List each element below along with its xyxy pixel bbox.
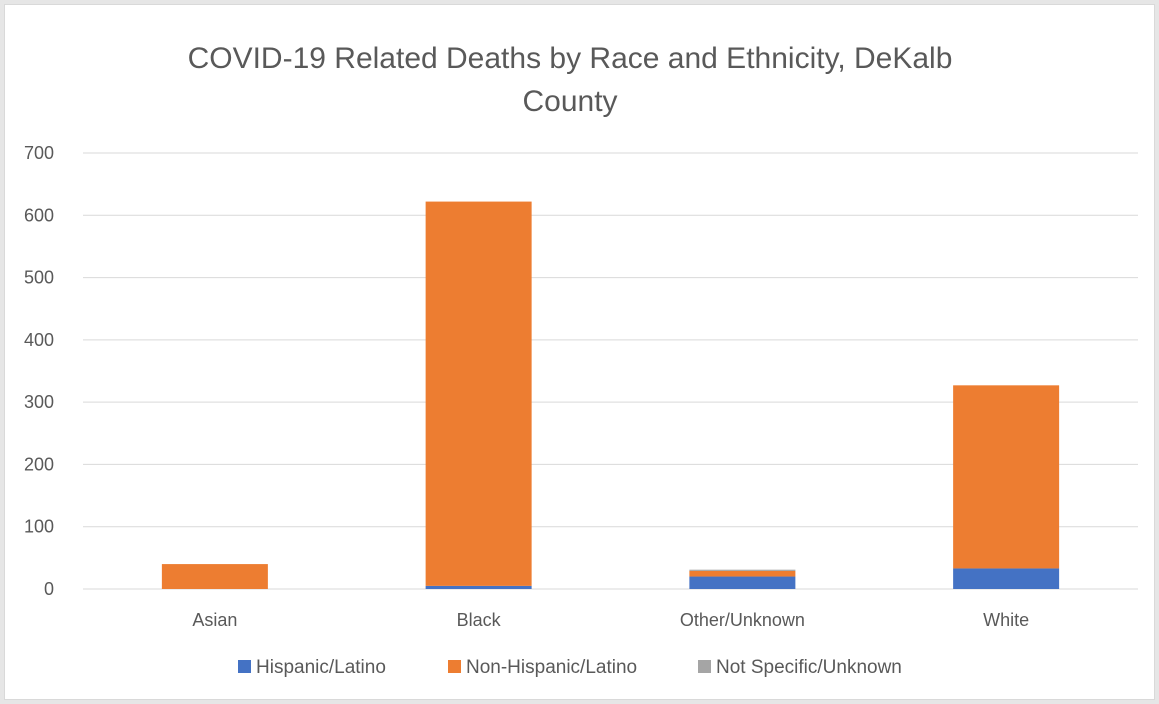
legend-swatch [448, 660, 461, 673]
bar-segment [689, 570, 796, 577]
bar-segment [689, 569, 796, 571]
x-axis-ticks: Asian Black Other/Unknown White [192, 610, 1029, 630]
y-tick-label: 300 [24, 392, 54, 412]
chart-title: COVID-19 Related Deaths by Race and Ethn… [188, 42, 953, 118]
x-tick-label: White [983, 610, 1029, 630]
chart-title-line: County [522, 85, 617, 118]
y-tick-label: 600 [24, 205, 54, 225]
legend-label: Non-Hispanic/Latino [466, 657, 637, 678]
legend-swatch [238, 660, 251, 673]
bar-segment [953, 568, 1060, 589]
legend-label: Not Specific/Unknown [716, 657, 902, 678]
bar-segment [689, 576, 796, 589]
chart-frame: COVID-19 Related Deaths by Race and Ethn… [4, 4, 1155, 700]
y-tick-label: 500 [24, 268, 54, 288]
y-tick-label: 700 [24, 143, 54, 163]
x-tick-label: Black [457, 610, 502, 630]
bar-segment [425, 201, 532, 586]
bars [161, 201, 1060, 589]
chart-svg: COVID-19 Related Deaths by Race and Ethn… [24, 42, 1138, 678]
y-tick-label: 400 [24, 330, 54, 350]
x-tick-label: Other/Unknown [680, 610, 805, 630]
legend: Hispanic/Latino Non-Hispanic/Latino Not Sp… [238, 657, 902, 678]
bar-segment [425, 585, 532, 589]
y-axis-ticks: 0 100 200 300 400 500 600 700 [24, 143, 54, 599]
y-tick-label: 0 [44, 579, 54, 599]
legend-label: Hispanic/Latino [256, 657, 386, 678]
x-tick-label: Asian [192, 610, 237, 630]
gridlines [83, 152, 1138, 590]
y-tick-label: 100 [24, 517, 54, 537]
bar-segment [161, 564, 268, 589]
legend-swatch [698, 660, 711, 673]
bar-segment [953, 385, 1060, 569]
chart-title-line: COVID-19 Related Deaths by Race and Ethn… [188, 42, 953, 75]
y-tick-label: 200 [24, 454, 54, 474]
